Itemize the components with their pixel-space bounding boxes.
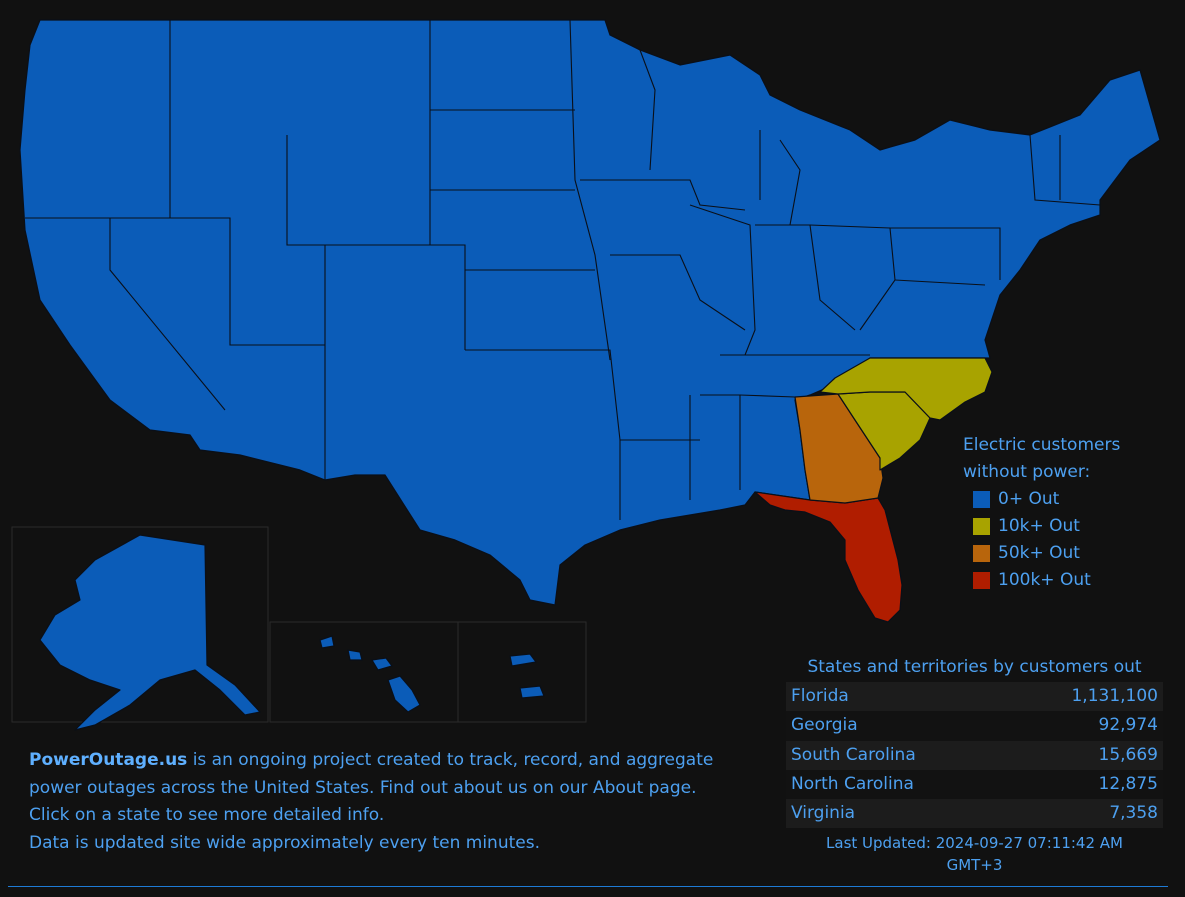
legend-label-3: 100k+ Out [998, 570, 1091, 590]
state-hawaii[interactable] [319, 635, 421, 713]
legend-swatch-0 [973, 491, 990, 508]
states-table: States and territories by customers out … [786, 652, 1163, 876]
about-text: PowerOutage.us is an ongoing project cre… [29, 747, 749, 857]
state-borders [25, 19, 1101, 520]
last-updated: Last Updated: 2024-09-27 07:11:42 AM GMT… [826, 834, 1123, 875]
legend: Electric customers without power: 0+ Out… [963, 432, 1153, 594]
brand-link[interactable]: PowerOutage.us [29, 750, 188, 770]
table-row[interactable]: North Carolina 12,875 [786, 769, 1163, 800]
about-line-2-after: page. [643, 777, 697, 798]
legend-swatch-3 [973, 572, 990, 589]
bottom-divider [8, 886, 1168, 887]
row-state-name[interactable]: Virginia [791, 803, 856, 824]
legend-label-2: 50k+ Out [998, 543, 1080, 563]
row-state-name[interactable]: North Carolina [791, 773, 914, 794]
territory-puerto-rico[interactable] [509, 653, 545, 699]
about-line-1-text: is an ongoing project created to track, … [187, 750, 714, 770]
row-state-name[interactable]: Florida [791, 686, 849, 706]
table-row[interactable]: Virginia 7,358 [786, 799, 1163, 829]
state-north-carolina[interactable] [819, 357, 993, 421]
about-line-2-before: power outages across the United States. … [29, 777, 593, 798]
legend-item-2: 50k+ Out [963, 540, 1153, 567]
about-line-1: PowerOutage.us is an ongoing project cre… [29, 747, 749, 775]
legend-item-0: 0+ Out [963, 486, 1153, 513]
legend-swatch-2 [973, 545, 990, 562]
row-customers-out: 92,974 [1098, 715, 1158, 736]
row-customers-out: 15,669 [1098, 744, 1158, 765]
row-customers-out: 7,358 [1109, 803, 1158, 824]
row-state-name[interactable]: South Carolina [791, 744, 916, 765]
legend-item-1: 10k+ Out [963, 513, 1153, 540]
legend-item-3: 100k+ Out [963, 567, 1153, 594]
state-florida[interactable] [754, 491, 903, 623]
about-line-2: power outages across the United States. … [29, 775, 749, 803]
row-customers-out: 12,875 [1098, 773, 1158, 794]
table-row[interactable]: Georgia 92,974 [786, 711, 1163, 741]
legend-title: Electric customers without power: [963, 435, 1121, 482]
about-line-4: Data is updated site wide approximately … [29, 832, 540, 853]
legend-swatch-1 [973, 518, 990, 535]
about-line-3: Click on a state to see more detailed in… [29, 805, 385, 825]
legend-label-0: 0+ Out [998, 489, 1060, 509]
about-link[interactable]: About [592, 777, 644, 798]
state-alaska[interactable] [39, 534, 261, 731]
legend-label-1: 10k+ Out [998, 516, 1080, 536]
table-row[interactable]: South Carolina 15,669 [786, 740, 1163, 770]
row-state-name[interactable]: Georgia [791, 715, 858, 736]
states-table-rows: Florida 1,131,100 Georgia 92,974 South C… [786, 682, 1163, 829]
table-row[interactable]: Florida 1,131,100 [786, 682, 1163, 712]
row-customers-out: 1,131,100 [1071, 686, 1158, 706]
states-table-title: States and territories by customers out [807, 657, 1142, 677]
